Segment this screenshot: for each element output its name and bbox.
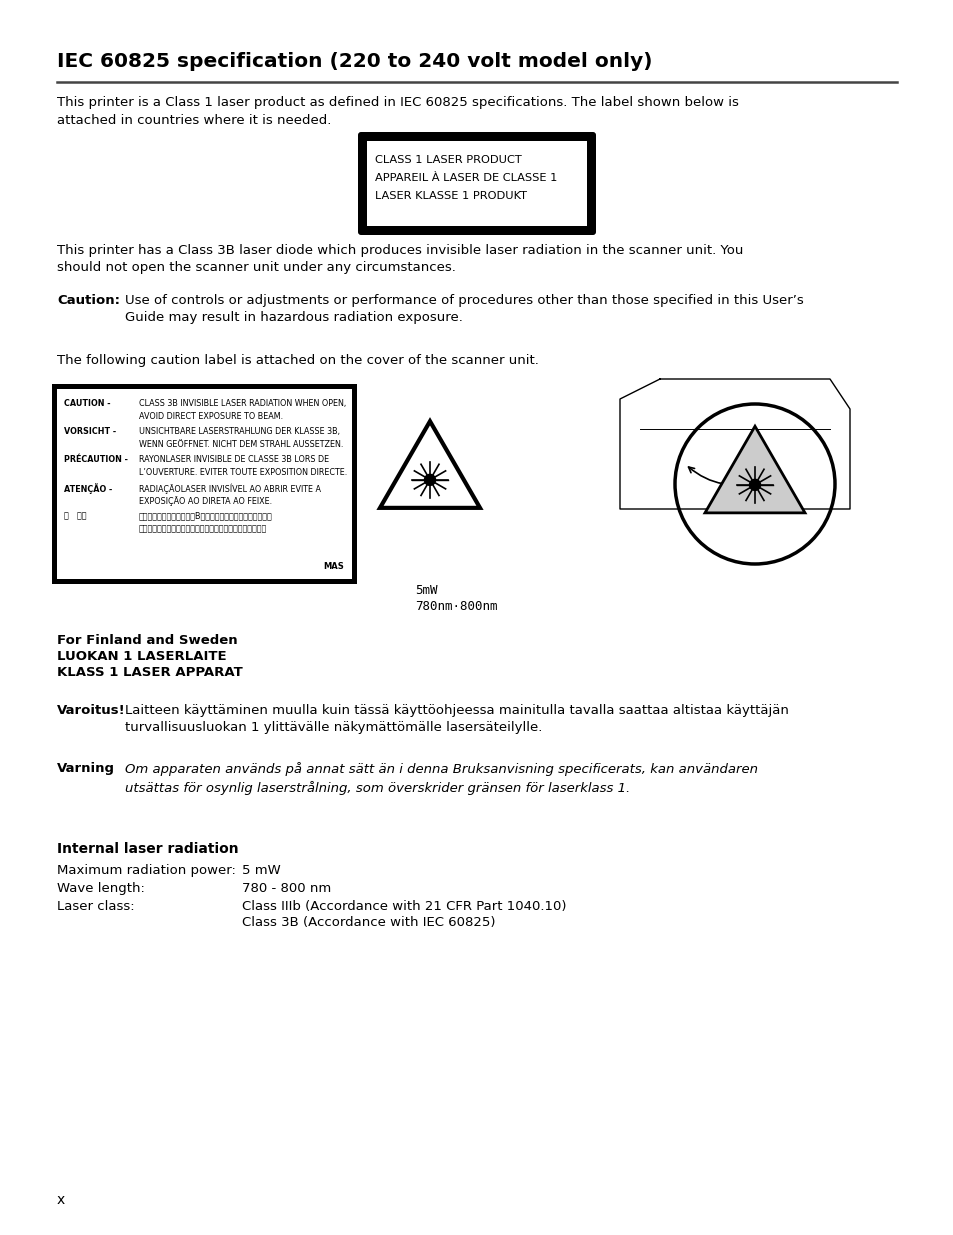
Text: ATENÇÃO -: ATENÇÃO - [64,483,115,494]
Text: RADIAÇÃOLASER INVISÍVEL AO ABRIR EVITE A: RADIAÇÃOLASER INVISÍVEL AO ABRIR EVITE A [139,483,320,494]
Text: LASER KLASSE 1 PRODUKT: LASER KLASSE 1 PRODUKT [375,191,526,201]
Text: カバーを開けるとクラス３Bのレーザ勝射の危険があります。: カバーを開けるとクラス３Bのレーザ勝射の危険があります。 [139,511,273,520]
Polygon shape [379,421,479,508]
Text: Internal laser radiation: Internal laser radiation [57,842,238,856]
Text: Class 3B (Accordance with IEC 60825): Class 3B (Accordance with IEC 60825) [242,916,495,929]
Text: Varning: Varning [57,762,115,776]
Text: CLASS 1 LASER PRODUCT: CLASS 1 LASER PRODUCT [375,156,521,165]
Bar [52,384,356,584]
Text: Wave length:: Wave length: [57,882,145,895]
Circle shape [749,479,760,490]
Text: 780nm·800nm: 780nm·800nm [415,600,497,613]
Text: CLASS 3B INVISIBLE LASER RADIATION WHEN OPEN,: CLASS 3B INVISIBLE LASER RADIATION WHEN … [139,399,346,408]
Text: Caution:: Caution: [57,294,120,308]
Text: LUOKAN 1 LASERLAITE: LUOKAN 1 LASERLAITE [57,650,227,663]
Polygon shape [704,426,804,513]
Text: L’OUVERTURE. EVITER TOUTE EXPOSITION DIRECTE.: L’OUVERTURE. EVITER TOUTE EXPOSITION DIR… [139,468,347,477]
Text: Maximum radiation power:: Maximum radiation power: [57,864,235,877]
Text: CAUTION -: CAUTION - [64,399,113,408]
Text: MAS: MAS [323,562,344,571]
Text: APPAREIL À LASER DE CLASSE 1: APPAREIL À LASER DE CLASSE 1 [375,173,557,183]
Text: Om apparaten används på annat sätt än i denna Bruksanvisning specificerats, kan : Om apparaten används på annat sätt än i … [125,762,758,795]
Text: 780 - 800 nm: 780 - 800 nm [242,882,331,895]
Text: レーザービームに直接当たらないように注意してください。: レーザービームに直接当たらないように注意してください。 [139,524,267,534]
Text: RAYONLASER INVISIBLE DE CLASSE 3B LORS DE: RAYONLASER INVISIBLE DE CLASSE 3B LORS D… [139,454,329,464]
Text: 5 mW: 5 mW [242,864,280,877]
Text: KLASS 1 LASER APPARAT: KLASS 1 LASER APPARAT [57,666,242,679]
Text: This printer is a Class 1 laser product as defined in IEC 60825 specifications. : This printer is a Class 1 laser product … [57,96,739,126]
Circle shape [424,474,435,485]
Text: For Finland and Sweden: For Finland and Sweden [57,634,237,647]
Text: The following caution label is attached on the cover of the scanner unit.: The following caution label is attached … [57,354,538,367]
Text: EXPOSIÇÃO AO DIRETA AO FEIXE.: EXPOSIÇÃO AO DIRETA AO FEIXE. [139,496,272,506]
FancyBboxPatch shape [367,141,586,226]
Text: UNSICHTBARE LASERSTRAHLUNG DER KLASSE 3B,: UNSICHTBARE LASERSTRAHLUNG DER KLASSE 3B… [139,427,339,436]
Text: VORSICHT -: VORSICHT - [64,427,119,436]
Text: Class IIIb (Accordance with 21 CFR Part 1040.10): Class IIIb (Accordance with 21 CFR Part … [242,900,566,913]
Text: Laitteen käyttäminen muulla kuin tässä käyttöohjeessa mainitulla tavalla saattaa: Laitteen käyttäminen muulla kuin tässä k… [125,704,788,735]
FancyBboxPatch shape [357,132,596,235]
Text: This printer has a Class 3B laser diode which produces invisible laser radiation: This printer has a Class 3B laser diode … [57,245,742,274]
Text: Use of controls or adjustments or performance of procedures other than those spe: Use of controls or adjustments or perfor… [125,294,803,325]
Text: PRÉCAUTION -: PRÉCAUTION - [64,454,131,464]
Text: 注   意．: 注 意． [64,511,91,520]
Text: Varoitus!: Varoitus! [57,704,126,718]
Text: x: x [57,1193,65,1207]
Text: IEC 60825 specification (220 to 240 volt model only): IEC 60825 specification (220 to 240 volt… [57,52,652,70]
Text: 5mW: 5mW [415,584,437,597]
Bar [57,389,352,579]
Text: Laser class:: Laser class: [57,900,134,913]
Text: AVOID DIRECT EXPOSURE TO BEAM.: AVOID DIRECT EXPOSURE TO BEAM. [139,412,283,421]
Text: WENN GEÖFFNET. NICHT DEM STRAHL AUSSETZEN.: WENN GEÖFFNET. NICHT DEM STRAHL AUSSETZE… [139,440,343,450]
